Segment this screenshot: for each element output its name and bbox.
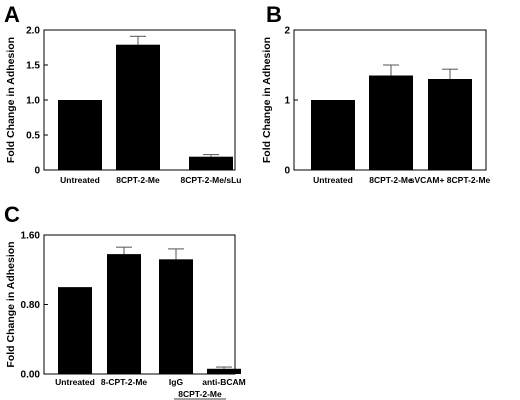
panel-c-category-label-1: Untreated [55, 377, 95, 387]
panel-b-letter: B [266, 2, 282, 27]
panel-a-ylabel: Fold Change in Adhesion [5, 37, 17, 163]
panel-c-category-label-4: anti-BCAM [202, 377, 245, 387]
panel-b-ytick-label: 2 [284, 26, 290, 37]
panel-c-ytick-label: 0.00 [21, 370, 41, 381]
panel-c-bar-4 [207, 368, 241, 374]
panel-a-category-label-1: Untreated [60, 175, 100, 185]
panel-a-bar-2 [116, 44, 160, 171]
panel-a-ytick-label: 1.0 [26, 96, 40, 107]
panel-c-ylabel: Fold Change in Adhesion [5, 241, 17, 367]
panel-a-ytick-label: 0 [34, 166, 40, 177]
panel-b-ylabel: Fold Change in Adhesion [261, 37, 273, 163]
panel-b-ytick-label: 0 [284, 166, 290, 177]
panel-b-ytick-label: 1 [284, 96, 290, 107]
panel-b-bar-1 [311, 100, 355, 170]
panel-c-group-label: 8CPT-2-Me [178, 389, 222, 399]
panel-c-ytick-label: 1.60 [21, 231, 41, 242]
panel-a-ytick-label: 2.0 [26, 26, 40, 37]
panel-b-category-label-1: Untreated [313, 175, 353, 185]
panel-c-bar-2 [107, 254, 141, 374]
panel-c-category-label-3: IgG [169, 377, 184, 387]
panel-a-bar-1 [58, 100, 102, 170]
panel-a-letter: A [4, 2, 20, 27]
panel-b-category-label-2: 8CPT-2-Me [369, 175, 413, 185]
panel-a-category-label-3: 8CPT-2-Me/sLu [181, 175, 242, 185]
panel-c-category-label-2: 8-CPT-2-Me [101, 377, 148, 387]
panel-b-category-label-3: sVCAM+ 8CPT-2-Me [410, 175, 491, 185]
panel-b-bar-2 [369, 75, 413, 170]
panel-a-ytick-label: 0.5 [26, 131, 40, 142]
panel-c-bar-3 [159, 259, 193, 374]
panel-a-category-label-2: 8CPT-2-Me [116, 175, 160, 185]
panel-a-ytick-label: 1.5 [26, 61, 40, 72]
panel-c-letter: C [4, 202, 20, 227]
panel-c-ytick-label: 0.80 [21, 300, 41, 311]
panel-b-bar-3 [428, 79, 472, 170]
panel-a-bar-3 [189, 156, 233, 170]
panel-c-bar-1 [58, 287, 92, 374]
